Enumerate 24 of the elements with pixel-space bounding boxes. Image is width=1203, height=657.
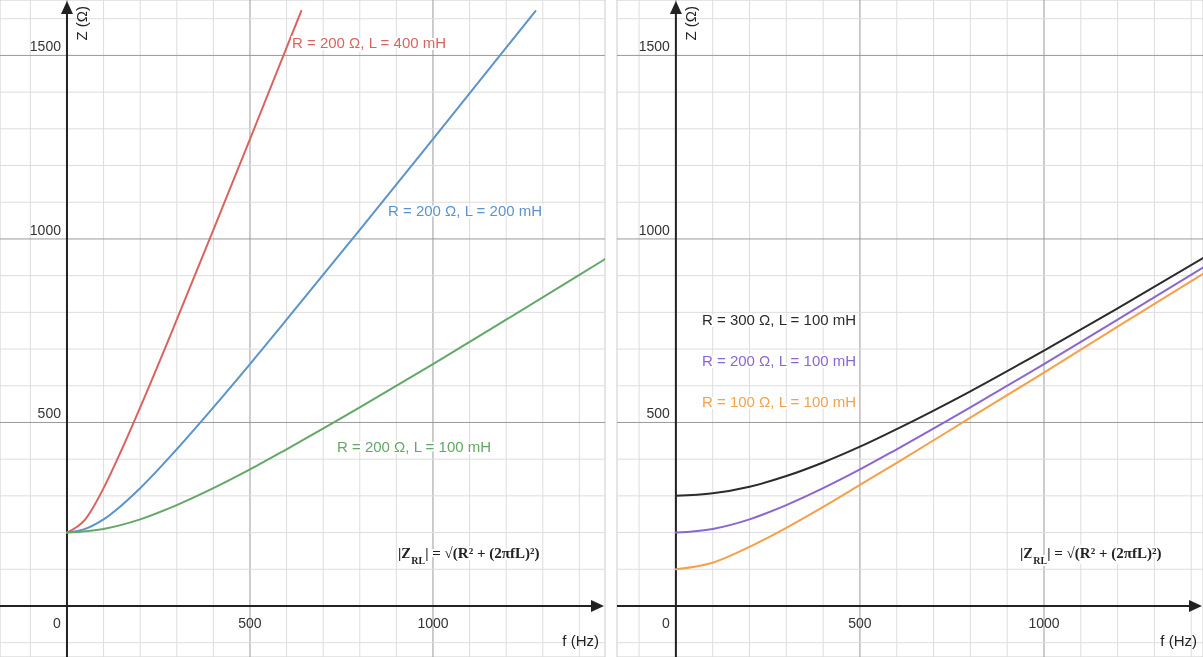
x-tick-label: 500 (238, 614, 262, 631)
x-tick-label: 1000 (417, 614, 449, 631)
y-tick-label: 1500 (29, 38, 62, 55)
y-axis-title: Z (Ω) (681, 6, 699, 41)
y-tick-label: 1000 (638, 221, 671, 238)
x-tick-label: 0 (662, 614, 670, 631)
x-tick-label: 0 (53, 614, 62, 631)
annotation: |Z$_{RL}$| = √(R² + (2πfL)²) (1020, 545, 1162, 566)
series-label: R = 200 Ω, L = 100 mH (337, 438, 492, 455)
x-axis-title: f (Hz) (562, 631, 599, 649)
text: R = 100 Ω, L = 100 mH (702, 393, 857, 410)
x-tick-label: 1000 (1028, 614, 1060, 631)
y-tick-label: 1500 (638, 38, 671, 55)
annotation: |Z$_{RL}$| = √(R² + (2πfL)²) (398, 545, 540, 566)
y-axis-title: Z (Ω) (72, 6, 90, 41)
x-axis-title: f (Hz) (1160, 631, 1197, 649)
x-tick-label: 500 (848, 614, 872, 631)
y-tick-label: 1000 (29, 221, 62, 238)
y-tick-label: 500 (37, 405, 62, 422)
text: R = 200 Ω, L = 100 mH (702, 352, 857, 369)
series-label: R = 200 Ω, L = 400 mH (292, 34, 447, 51)
text: R = 300 Ω, L = 100 mH (702, 311, 857, 328)
y-tick-label: 500 (646, 405, 671, 422)
series-label: R = 200 Ω, L = 200 mH (388, 202, 543, 219)
